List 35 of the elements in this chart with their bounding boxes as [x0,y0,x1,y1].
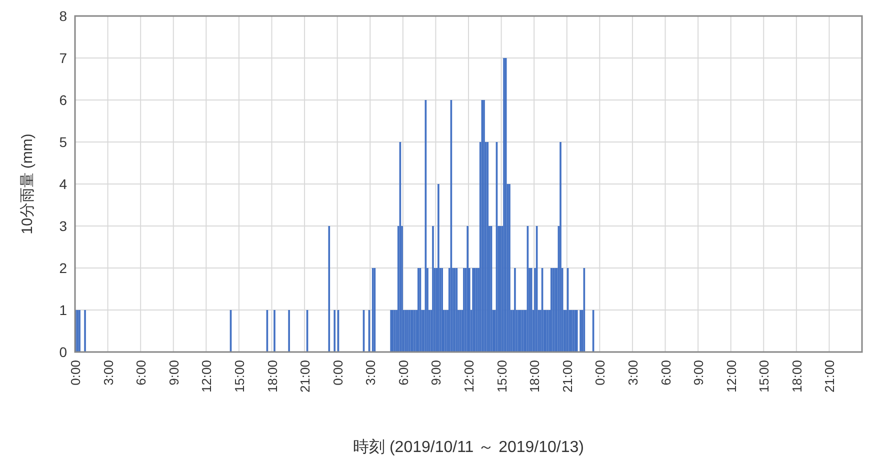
x-tick-label: 9:00 [428,360,444,386]
x-tick-label: 21:00 [822,360,838,393]
y-tick-label: 5 [59,134,68,150]
y-tick-label: 2 [59,260,68,276]
x-tick-label: 18:00 [527,360,542,393]
y-tick-label: 3 [59,218,68,234]
x-tick-label: 9:00 [166,360,182,386]
x-tick-label: 18:00 [264,360,280,393]
y-tick-label: 1 [59,302,68,318]
x-tick-label: 6:00 [396,360,411,386]
y-tick-label: 4 [59,176,68,192]
y-tick-label: 7 [59,50,68,66]
y-tick-label: 6 [59,92,68,108]
x-tick-label: 21:00 [560,360,575,393]
x-tick-label: 3:00 [363,360,378,386]
x-tick-label: 3:00 [625,360,640,386]
x-tick-label: 15:00 [756,360,772,393]
x-tick-label: 0:00 [330,360,346,386]
y-axis-title: 10分雨量 (mm) [19,134,36,234]
x-tick-label: 12:00 [199,360,214,393]
x-tick-label: 0:00 [592,360,608,386]
x-tick-label: 21:00 [298,360,313,393]
y-tick-label: 8 [59,8,68,24]
x-tick-label: 9:00 [691,360,706,386]
x-axis-title: 時刻 (2019/10/11 ～ 2019/10/13) [353,438,584,456]
x-tick-label: 12:00 [724,360,739,393]
x-tick-label: 6:00 [134,360,149,386]
x-tick-label: 6:00 [658,360,674,386]
x-tick-label: 0:00 [68,360,83,386]
x-tick-label: 18:00 [789,360,804,393]
x-tick-label: 3:00 [100,360,116,386]
y-tick-label: 0 [59,344,68,360]
x-tick-label: 12:00 [462,360,476,393]
x-tick-label: 15:00 [494,360,510,393]
x-tick-label: 15:00 [232,360,247,393]
